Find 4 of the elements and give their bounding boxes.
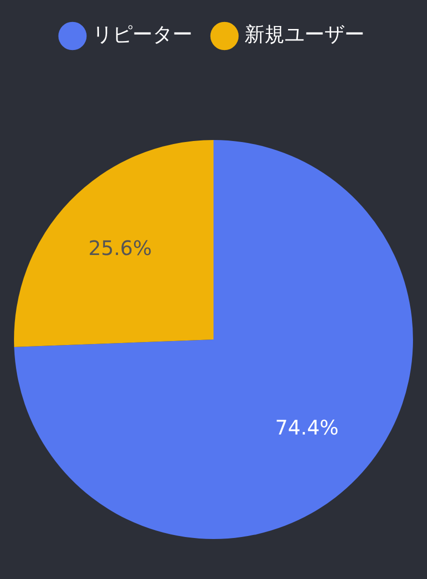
legend-label: リピーター [92,22,192,46]
data-label: 74.4% [275,416,339,440]
legend-label: 新規ユーザー [244,22,364,46]
data-label: 25.6% [88,236,152,260]
